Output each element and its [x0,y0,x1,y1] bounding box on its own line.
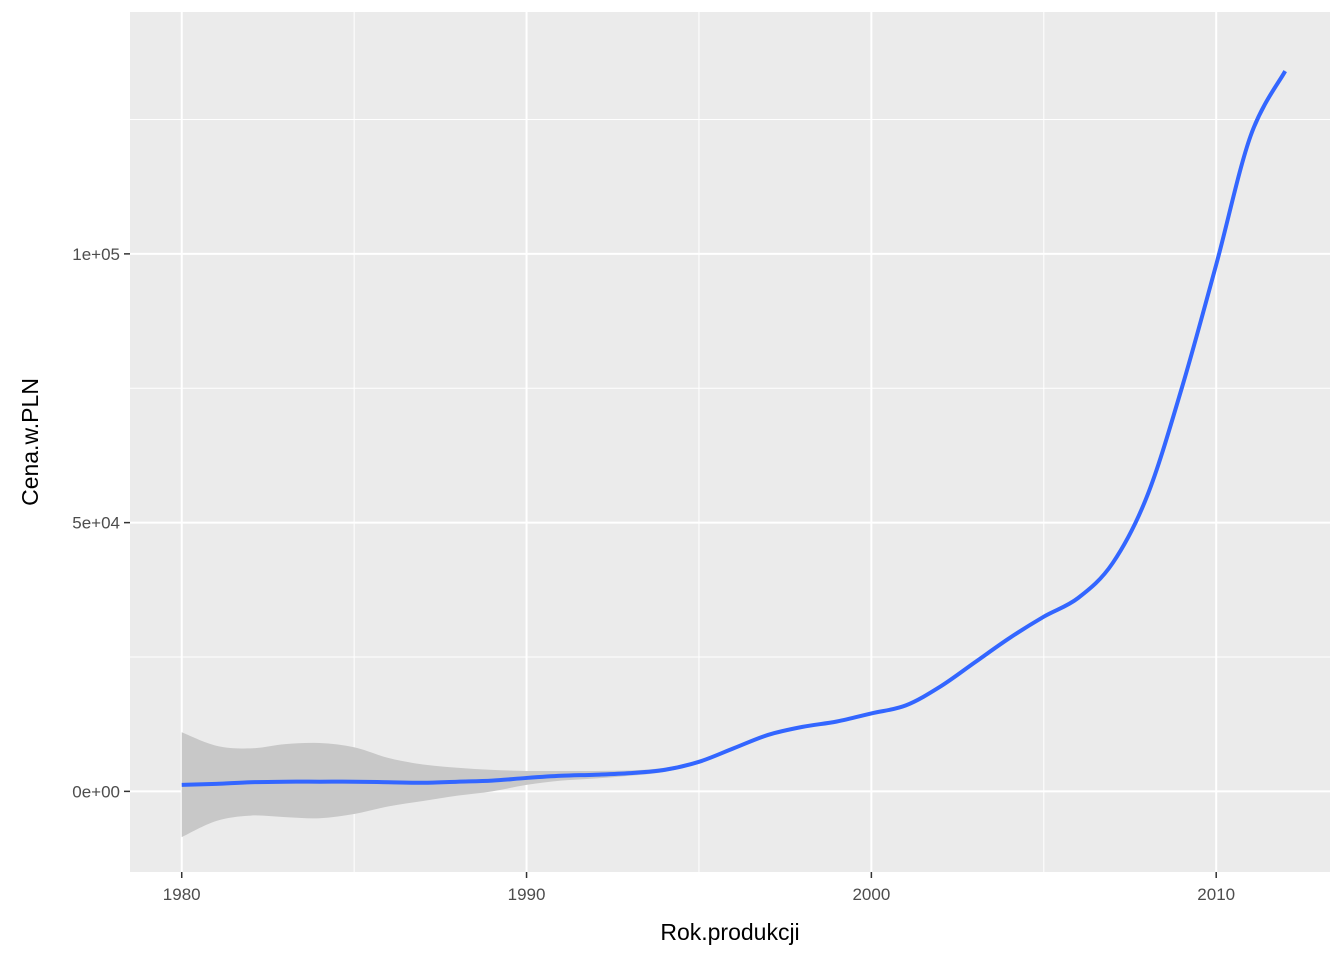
y-axis-title: Cena.w.PLN [17,378,43,506]
minor-gridlines [130,12,1330,872]
x-tick-label: 1990 [508,885,546,904]
x-tick-label: 1980 [163,885,201,904]
y-tick-label: 1e+05 [72,245,120,264]
plot-panel [130,12,1330,872]
x-axis-title: Rok.produkcji [660,919,799,945]
y-tick-label: 5e+04 [72,514,120,533]
confidence-band [181,70,1286,838]
y-axis-ticks: 0e+00 5e+04 1e+05 [72,245,130,801]
x-tick-label: 2010 [1197,885,1235,904]
x-axis-ticks: 1980 1990 2000 2010 [163,872,1235,904]
confidence-band-layer [181,70,1286,838]
smooth-line-layer [181,70,1287,787]
x-tick-label: 2000 [852,885,890,904]
y-tick-label: 0e+00 [72,782,120,801]
smooth-line [181,70,1287,787]
